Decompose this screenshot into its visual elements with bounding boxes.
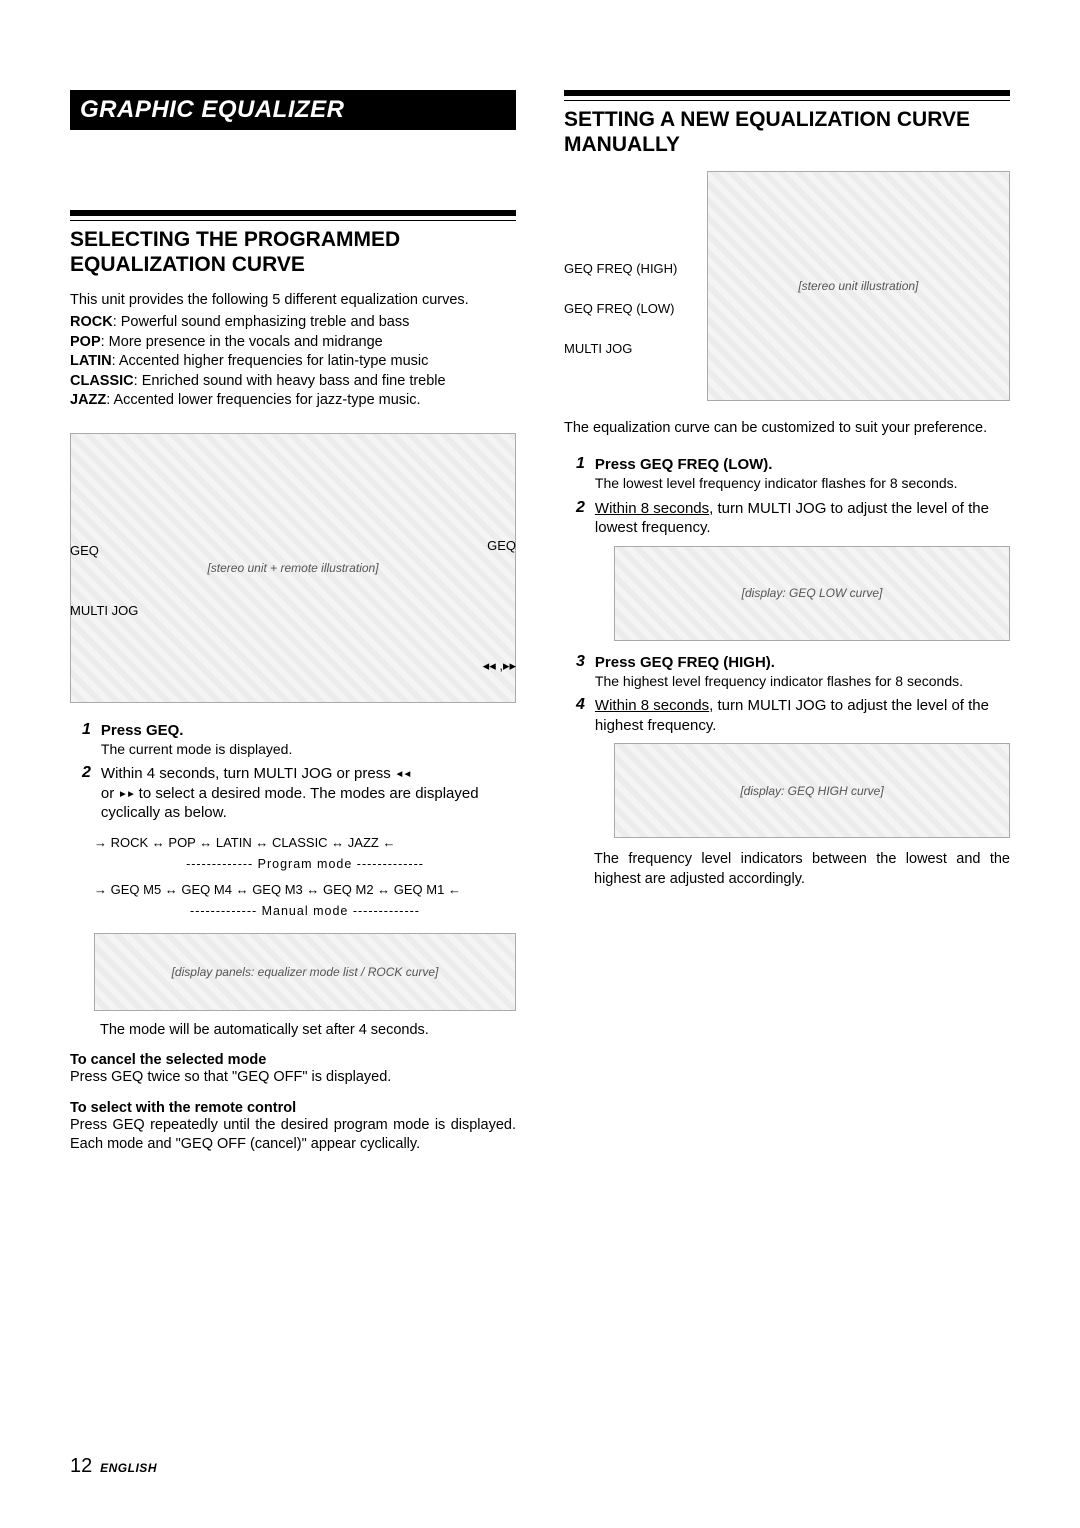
left-step-1: 1 Press GEQ. The current mode is display… (70, 721, 516, 759)
left-figure-displays: [display panels: equalizer mode list / R… (94, 933, 516, 1011)
cycle-label-program: ------------- Program mode ------------- (94, 854, 516, 874)
cancel-heading: To cancel the selected mode (70, 1052, 516, 1068)
figure-geq-high-display: [display: GEQ HIGH curve] (614, 743, 1010, 838)
page-language: ENGLISH (100, 1461, 157, 1475)
two-column-layout: GRAPHIC EQUALIZER SELECTING THE PROGRAMM… (70, 90, 1010, 1157)
step-body: Within 8 seconds, turn MULTI JOG to adju… (595, 499, 1010, 538)
right-step-4: 4 Within 8 seconds, turn MULTI JOG to ad… (564, 696, 1010, 735)
left-step-2: 2 Within 4 seconds, turn MULTI JOG or pr… (70, 764, 516, 823)
fig-label-geq-freq-high: GEQ FREQ (HIGH) (564, 261, 677, 277)
right-intro: The equalization curve can be customized… (564, 419, 1010, 439)
left-heading: SELECTING THE PROGRAMMED EQUALIZATION CU… (70, 227, 516, 277)
step-title: Press GEQ. (101, 721, 516, 741)
step-number: 4 (564, 696, 585, 735)
cancel-text: Press GEQ twice so that "GEQ OFF" is dis… (70, 1068, 516, 1088)
eq-defs: ROCK: Powerful sound emphasizing treble … (70, 313, 516, 411)
page-footer: 12 ENGLISH (70, 1455, 157, 1478)
step-number: 3 (564, 653, 585, 691)
step-sub: The highest level frequency indicator fl… (595, 672, 1010, 690)
step-title: Press GEQ FREQ (LOW). (595, 455, 1010, 475)
fig-label-geq-freq-low: GEQ FREQ (LOW) (564, 301, 675, 317)
heading-rule-thin (564, 100, 1010, 101)
right-heading: SETTING A NEW EQUALIZATION CURVE MANUALL… (564, 107, 1010, 157)
right-step-1: 1 Press GEQ FREQ (LOW). The lowest level… (564, 455, 1010, 493)
fig-label-geq-right: GEQ (487, 538, 516, 554)
fig-label-arrows: ◂◂ ,▸▸ (483, 658, 516, 674)
step-number: 2 (564, 499, 585, 538)
fig-label-multi-jog: MULTI JOG (70, 603, 138, 619)
cycle-row-manual: → GEQ M5 ↔ GEQ M4 ↔ GEQ M3 ↔ GEQ M2 ↔ GE… (94, 880, 516, 901)
right-figure-unit: [stereo unit illustration] GEQ FREQ (HIG… (564, 171, 1010, 401)
right-step-3: 3 Press GEQ FREQ (HIGH). The highest lev… (564, 653, 1010, 691)
mode-cycle-diagram: → ROCK ↔ POP ↔ LATIN ↔ CLASSIC ↔ JAZZ ← … (94, 833, 516, 921)
step-number: 1 (70, 721, 91, 759)
step-number: 1 (564, 455, 585, 493)
heading-rule-thin (70, 220, 516, 221)
right-figure-placeholder: [stereo unit illustration] (707, 171, 1010, 401)
right-column: SETTING A NEW EQUALIZATION CURVE MANUALL… (564, 90, 1010, 1157)
page-number: 12 (70, 1455, 92, 1477)
heading-rule-thick (564, 90, 1010, 96)
fig-label-multi-jog: MULTI JOG (564, 341, 632, 357)
step-title: Press GEQ FREQ (HIGH). (595, 653, 1010, 673)
cycle-row-program: → ROCK ↔ POP ↔ LATIN ↔ CLASSIC ↔ JAZZ ← (94, 833, 516, 854)
left-figure-unit-remote: [stereo unit + remote illustration] GEQ … (70, 433, 516, 703)
fig-label-geq-left: GEQ (70, 543, 99, 559)
step-sub: The lowest level frequency indicator fla… (595, 474, 1010, 492)
left-figure-placeholder: [stereo unit + remote illustration] (70, 433, 516, 703)
section-banner: GRAPHIC EQUALIZER (70, 90, 516, 130)
cycle-label-manual: ------------- Manual mode ------------- (94, 901, 516, 921)
step-body: Within 4 seconds, turn MULTI JOG or pres… (101, 764, 516, 823)
step-number: 2 (70, 764, 91, 823)
figure-geq-low-display: [display: GEQ LOW curve] (614, 546, 1010, 641)
right-step-2: 2 Within 8 seconds, turn MULTI JOG to ad… (564, 499, 1010, 538)
step-body: Within 8 seconds, turn MULTI JOG to adju… (595, 696, 1010, 735)
left-intro: This unit provides the following 5 diffe… (70, 291, 516, 311)
heading-rule-thick (70, 210, 516, 216)
right-closing-text: The frequency level indicators between t… (594, 850, 1010, 889)
remote-heading: To select with the remote control (70, 1100, 516, 1116)
step-sub: The current mode is displayed. (101, 740, 516, 758)
left-column: GRAPHIC EQUALIZER SELECTING THE PROGRAMM… (70, 90, 516, 1157)
remote-text: Press GEQ repeatedly until the desired p… (70, 1116, 516, 1155)
left-post2-text: The mode will be automatically set after… (100, 1021, 516, 1041)
